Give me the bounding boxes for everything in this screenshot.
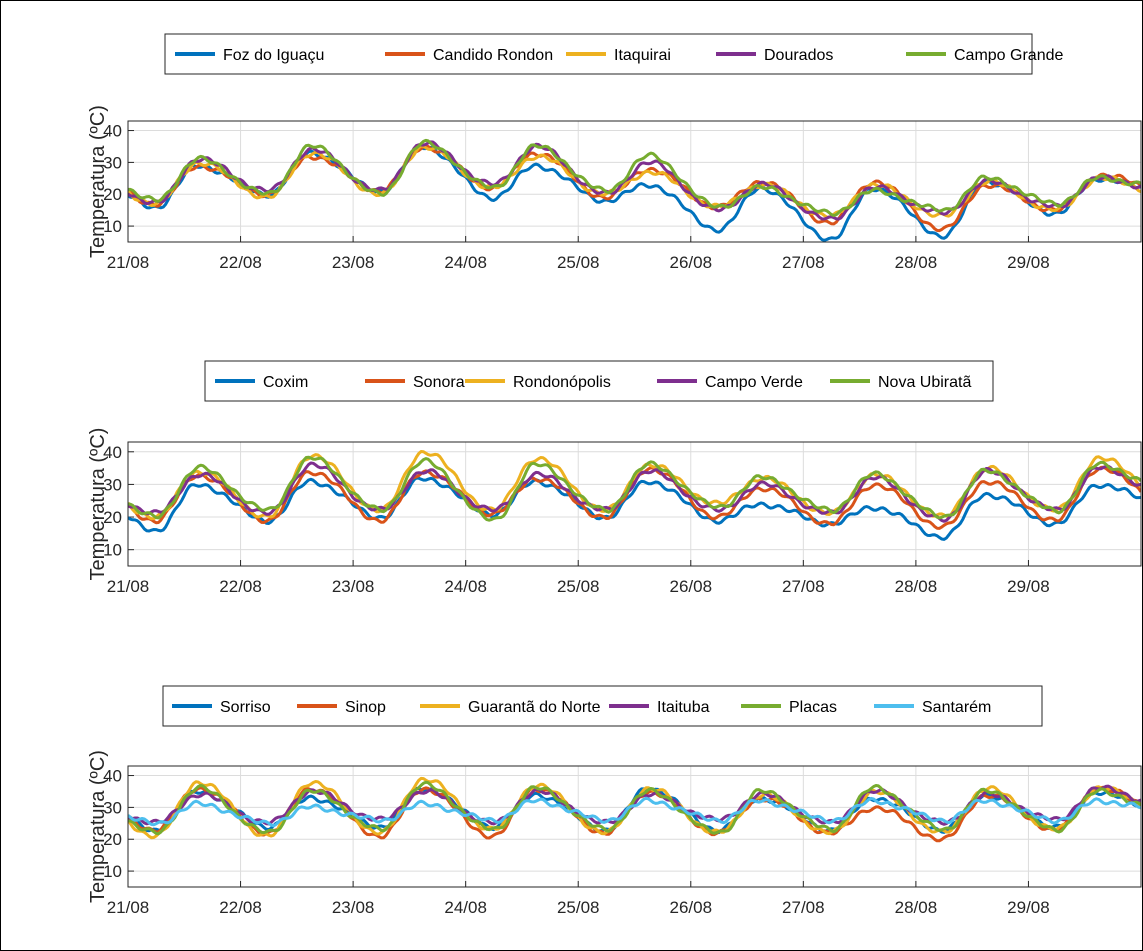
- chart-panel-2: 21/08 22/08 23/08 24/08 25/08 26/08 27/08 28/08…: [87, 360, 1142, 596]
- series-group: [128, 138, 1141, 242]
- legend-entry: Dourados: [764, 47, 833, 64]
- x-tick-label: 28/08: [895, 253, 938, 272]
- legend-entry: Itaquirai: [614, 47, 671, 64]
- y-tick-label: 20: [103, 830, 122, 849]
- x-tick-label: 27/08: [782, 898, 825, 917]
- legend-entry: Campo Verde: [705, 374, 803, 391]
- x-tick-label: 25/08: [557, 898, 600, 917]
- series-line-coxim: [128, 476, 1141, 541]
- chart-panel-1: 21/08 22/08 23/08 24/08 25/08 26/08 27/08 28/08…: [87, 33, 1142, 272]
- y-axis-label: Temperatura (ºC): [87, 750, 109, 903]
- legend-entry: Placas: [789, 699, 837, 716]
- plot-area: [128, 121, 1141, 242]
- axes-box: [127, 441, 1142, 567]
- x-tick-label: 28/08: [895, 577, 938, 596]
- legend-entry: Itaituba: [657, 699, 710, 716]
- x-tick-label: 23/08: [332, 898, 375, 917]
- x-tick-label: 21/08: [107, 253, 150, 272]
- x-tick-label: 22/08: [219, 253, 262, 272]
- legend-entry: Candido Rondon: [433, 47, 553, 64]
- x-tick-label: 27/08: [782, 253, 825, 272]
- chart-panel-3: 21/08 22/08 23/08 24/08 25/08 26/08 27/08 28/08…: [87, 685, 1142, 917]
- x-tick-label: 24/08: [444, 253, 487, 272]
- axes-box: [127, 120, 1142, 243]
- y-tick-label: 30: [103, 153, 122, 172]
- legend-entry: Campo Grande: [954, 47, 1063, 64]
- x-tick-label: 23/08: [332, 577, 375, 596]
- legend-entry: Rondonópolis: [513, 374, 611, 391]
- x-tick-label: 22/08: [219, 898, 262, 917]
- legend: Foz do Iguaçu Candido Rondon Itaquirai Dour…: [164, 33, 1063, 75]
- legend-entry: Nova Ubiratã: [878, 374, 971, 391]
- y-tick-label: 40: [103, 767, 122, 786]
- y-tick-label: 10: [103, 862, 122, 881]
- x-tick-label: 24/08: [444, 577, 487, 596]
- legend: Coxim Sonora Rondonópolis Campo Verde Nova U…: [204, 360, 994, 402]
- y-tick-label: 10: [103, 541, 122, 560]
- x-tick-label: 27/08: [782, 577, 825, 596]
- legend: Sorriso Sinop Guarantã do Norte Itaituba Pla…: [162, 685, 1043, 727]
- y-tick-label: 40: [103, 443, 122, 462]
- legend-entry: Sorriso: [220, 699, 271, 716]
- y-axis-label: Temperatura (ºC): [87, 428, 109, 581]
- y-axis-label: Temperatura (ºC): [87, 105, 109, 258]
- series-group: [128, 450, 1141, 541]
- series-line-campo-grande: [128, 138, 1141, 217]
- x-tick-label: 28/08: [895, 898, 938, 917]
- axes-box: [127, 765, 1142, 888]
- y-tick-label: 30: [103, 475, 122, 494]
- legend-entry: Foz do Iguaçu: [223, 47, 324, 64]
- x-tick-label: 21/08: [107, 577, 150, 596]
- y-tick-label: 20: [103, 185, 122, 204]
- series-line-santar-m: [128, 796, 1141, 828]
- series-line-nova-ubirat-: [128, 455, 1141, 522]
- y-tick-label: 40: [103, 122, 122, 141]
- x-tick-label: 29/08: [1007, 253, 1050, 272]
- x-tick-label: 25/08: [557, 253, 600, 272]
- x-tick-label: 25/08: [557, 577, 600, 596]
- legend-entry: Coxim: [263, 374, 308, 391]
- x-tick-label: 24/08: [444, 898, 487, 917]
- x-tick-label: 29/08: [1007, 577, 1050, 596]
- series-line-rondon-polis: [128, 450, 1141, 521]
- x-tick-label: 22/08: [219, 577, 262, 596]
- x-tick-label: 23/08: [332, 253, 375, 272]
- legend-entry: Guarantã do Norte: [468, 699, 601, 716]
- x-tick-label: 29/08: [1007, 898, 1050, 917]
- y-tick-label: 30: [103, 798, 122, 817]
- x-tick-label: 21/08: [107, 898, 150, 917]
- legend-entry: Santarém: [922, 699, 991, 716]
- legend-entry: Sinop: [345, 699, 386, 716]
- x-tick-label: 26/08: [670, 253, 713, 272]
- x-tick-label: 26/08: [670, 898, 713, 917]
- x-tick-label: 26/08: [670, 577, 713, 596]
- plot-area: [128, 766, 1141, 887]
- series-group: [128, 776, 1141, 843]
- y-tick-label: 20: [103, 508, 122, 527]
- legend-entry: Sonora: [413, 374, 465, 391]
- y-tick-label: 10: [103, 217, 122, 236]
